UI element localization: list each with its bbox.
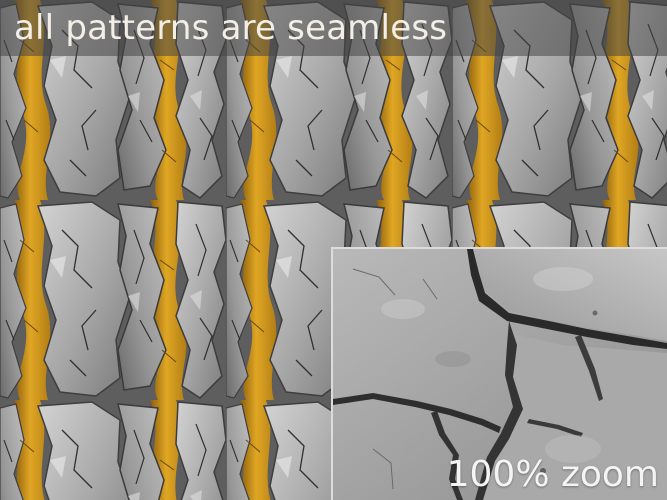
title-banner: all patterns are seamless — [0, 0, 667, 56]
title-text: all patterns are seamless — [14, 8, 448, 48]
zoomed-texture-detail — [333, 249, 667, 500]
zoom-level-label: 100% zoom — [446, 454, 659, 495]
zoom-inset: 100% zoom — [331, 247, 667, 500]
